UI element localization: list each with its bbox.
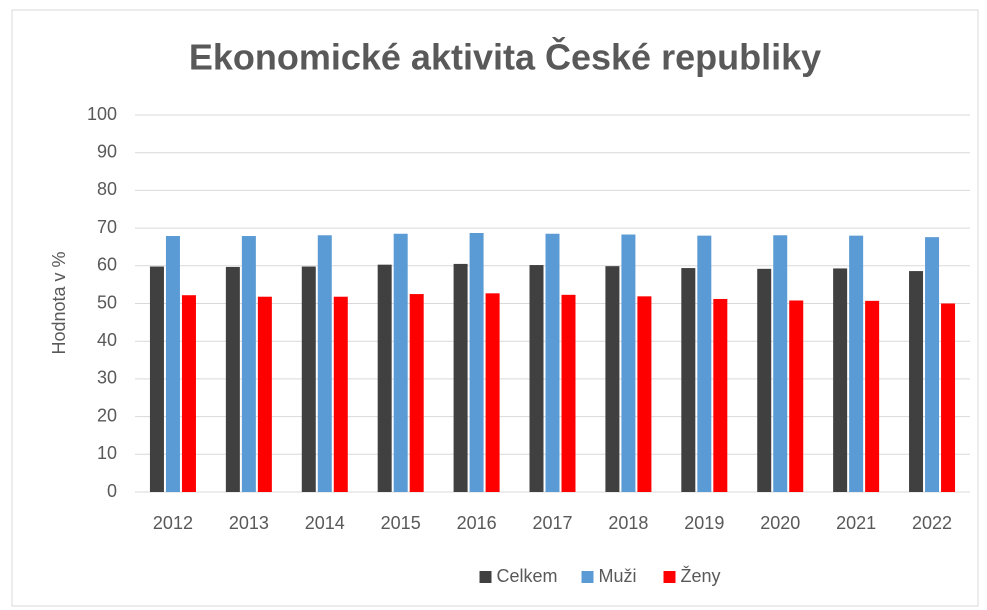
bar [469, 233, 484, 492]
bar [181, 295, 196, 492]
bar [257, 296, 272, 492]
y-tick-label: 10 [97, 443, 117, 463]
bar [225, 266, 240, 492]
bar [941, 303, 956, 492]
bar [409, 294, 424, 492]
y-tick-label: 60 [97, 255, 117, 275]
bar [485, 293, 500, 492]
bar [165, 236, 180, 492]
bar [333, 296, 348, 492]
y-tick-label: 80 [97, 179, 117, 199]
legend-label: Celkem [497, 566, 558, 586]
x-tick-label: 2013 [229, 513, 269, 533]
x-tick-label: 2021 [836, 513, 876, 533]
y-tick-label: 90 [97, 141, 117, 161]
bar [561, 294, 576, 492]
bar [697, 235, 712, 492]
bar [545, 233, 560, 492]
x-tick-label: 2017 [532, 513, 572, 533]
x-tick-label: 2012 [153, 513, 193, 533]
bar [757, 268, 772, 492]
legend-swatch [479, 571, 492, 583]
bar [393, 233, 408, 492]
bar [909, 271, 924, 492]
y-tick-label: 70 [97, 217, 117, 237]
y-tick-label: 0 [107, 481, 117, 501]
bar [377, 264, 392, 492]
legend-label: Muži [599, 566, 637, 586]
legend-label: Ženy [681, 566, 721, 586]
chart-title: Ekonomické aktivita České republiky [189, 36, 821, 78]
bar [713, 298, 728, 492]
bar [301, 266, 316, 492]
y-tick-label: 100 [87, 104, 117, 124]
bar [241, 236, 256, 492]
x-tick-label: 2019 [684, 513, 724, 533]
legend-swatch [663, 571, 676, 583]
bar [833, 268, 848, 492]
y-tick-label: 50 [97, 292, 117, 312]
bar [317, 235, 332, 492]
bar [621, 234, 636, 492]
bar [605, 266, 620, 492]
bar [849, 235, 864, 492]
x-tick-label: 2014 [305, 513, 345, 533]
y-tick-label: 20 [97, 405, 117, 425]
legend-swatch [581, 571, 594, 583]
y-tick-label: 30 [97, 368, 117, 388]
bar [773, 235, 788, 492]
y-tick-label: 40 [97, 330, 117, 350]
x-tick-label: 2022 [912, 513, 952, 533]
x-tick-label: 2016 [457, 513, 497, 533]
y-axis-label: Hodnota v % [49, 251, 69, 354]
bar [453, 263, 468, 492]
bar [637, 296, 652, 492]
bar [925, 237, 940, 492]
bar [681, 268, 696, 492]
x-tick-label: 2020 [760, 513, 800, 533]
bar [865, 300, 880, 492]
x-tick-label: 2018 [608, 513, 648, 533]
bar [789, 300, 804, 492]
bar [149, 266, 164, 492]
bar [529, 265, 544, 492]
x-tick-label: 2015 [381, 513, 421, 533]
